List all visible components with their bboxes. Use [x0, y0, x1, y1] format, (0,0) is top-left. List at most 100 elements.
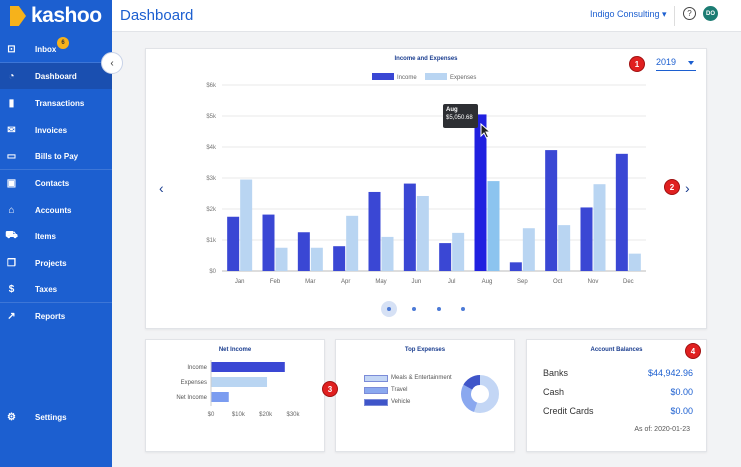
- bar-expenses[interactable]: [211, 377, 268, 387]
- bar-expenses-nov[interactable]: [593, 184, 606, 271]
- sidebar-item-accounts[interactable]: ⌂ Accounts: [0, 197, 112, 223]
- year-select-value: 2019: [656, 57, 677, 67]
- bar-expenses-jun[interactable]: [416, 195, 429, 271]
- x-tick-label: $0: [208, 412, 215, 418]
- bar-expenses-feb[interactable]: [275, 247, 288, 271]
- inbox-count-badge: 6: [57, 37, 69, 49]
- chevron-right-icon: ›: [685, 180, 690, 196]
- balance-amount: $0.00: [670, 406, 693, 416]
- legend-swatch-income: [372, 73, 394, 80]
- sidebar-item-label: Bills to Pay: [35, 151, 79, 161]
- chart-tooltip: Aug $5,050.68: [443, 104, 478, 128]
- chart-prev-button[interactable]: ‹: [159, 180, 164, 196]
- chart-next-button[interactable]: ›: [685, 180, 690, 196]
- x-tick-label: $30k: [286, 412, 300, 418]
- bar-income-nov[interactable]: [580, 207, 593, 271]
- sidebar: kashoo ⊡ Inbox 6 ◔ Dashboard ▮ Transactions ✉ In…: [0, 0, 112, 467]
- sidebar-item-dashboard[interactable]: ◔ Dashboard: [0, 63, 112, 89]
- user-avatar[interactable]: DO: [703, 6, 718, 21]
- bar-expenses-jan[interactable]: [240, 179, 253, 271]
- bar-income-oct[interactable]: [545, 150, 558, 271]
- sidebar-item-contacts[interactable]: ▣ Contacts: [0, 170, 112, 196]
- bar-net-income[interactable]: [211, 392, 229, 402]
- donut-slice-travel[interactable]: [461, 375, 499, 413]
- x-tick-label: Feb: [270, 279, 281, 285]
- bar-income-sep[interactable]: [509, 262, 522, 271]
- x-tick-label: Aug: [482, 279, 493, 285]
- callout-marker-3: 3: [322, 381, 338, 397]
- company-switcher[interactable]: Indigo Consulting ▾: [590, 9, 667, 19]
- sidebar-item-taxes[interactable]: $ Taxes: [0, 276, 112, 302]
- bar-expenses-jul[interactable]: [452, 232, 465, 271]
- sidebar-item-label: Inbox: [35, 44, 57, 54]
- bar-income-apr[interactable]: [333, 246, 346, 271]
- sidebar-item-items[interactable]: ⛟ Items: [0, 223, 112, 249]
- bar-expenses-apr[interactable]: [346, 215, 359, 271]
- sidebar-item-reports[interactable]: ↗ Reports: [0, 303, 112, 329]
- bar-income-aug[interactable]: [474, 114, 487, 271]
- sidebar-item-bills-to-pay[interactable]: ▭ Bills to Pay: [0, 143, 112, 169]
- balance-row-cash[interactable]: Cash $0.00: [543, 387, 693, 397]
- bar-income-mar[interactable]: [297, 232, 310, 271]
- sidebar-item-projects[interactable]: ❐ Projects: [0, 250, 112, 276]
- income-expenses-title: Income and Expenses: [394, 56, 458, 62]
- y-tick-label: $5k: [206, 114, 217, 120]
- donut-slice-vehicle[interactable]: [461, 375, 499, 413]
- bar-expenses-sep[interactable]: [522, 228, 535, 271]
- top-expenses-title: Top Expenses: [404, 347, 446, 353]
- sidebar-item-label: Taxes: [35, 284, 58, 294]
- kashoo-logo[interactable]: kashoo: [10, 4, 102, 27]
- sidebar-item-transactions[interactable]: ▮ Transactions: [0, 90, 112, 116]
- callout-marker-4: 4: [685, 343, 701, 359]
- year-select[interactable]: 2019: [656, 57, 696, 71]
- sidebar-item-label: Contacts: [35, 178, 70, 188]
- legend-swatch: [364, 386, 388, 394]
- sidebar-item-settings[interactable]: ⚙ Settings: [0, 404, 112, 430]
- x-tick-label: $10k: [232, 412, 246, 418]
- balance-label: Credit Cards: [543, 406, 594, 416]
- x-tick-label: Sep: [517, 279, 528, 285]
- bar-expenses-oct[interactable]: [558, 225, 571, 271]
- bar-income[interactable]: [211, 362, 285, 372]
- bar-expenses-aug[interactable]: [487, 181, 500, 271]
- y-tick-label: $6k: [206, 83, 217, 89]
- balance-label: Banks: [543, 368, 569, 378]
- bar-income-dec[interactable]: [615, 153, 628, 271]
- layers-icon: ❐: [7, 257, 16, 269]
- bar-income-jul[interactable]: [439, 243, 452, 271]
- logo-mark-icon: [10, 6, 26, 26]
- balance-label: Cash: [543, 387, 565, 397]
- bar-expenses-may[interactable]: [381, 236, 394, 271]
- sidebar-item-label: Dashboard: [35, 71, 77, 81]
- callout-marker-2: 2: [664, 179, 680, 195]
- bar-income-jan[interactable]: [227, 216, 240, 271]
- sidebar-item-label: Invoices: [35, 125, 68, 135]
- bar-income-may[interactable]: [368, 191, 381, 271]
- balance-row-banks[interactable]: Banks $44,942.96: [543, 368, 693, 378]
- bar-income-feb[interactable]: [262, 214, 275, 271]
- sidebar-item-label: Transactions: [35, 98, 85, 108]
- balance-row-credit-cards[interactable]: Credit Cards $0.00: [543, 406, 693, 416]
- envelope-icon: ✉: [7, 124, 16, 136]
- x-tick-label: May: [375, 279, 386, 285]
- y-tick-label: $2k: [206, 207, 217, 213]
- x-tick-label: Jan: [235, 279, 245, 285]
- sidebar-item-invoices[interactable]: ✉ Invoices: [0, 117, 112, 143]
- dollar-icon: $: [8, 283, 15, 295]
- sidebar-item-inbox[interactable]: ⊡ Inbox 6: [0, 36, 112, 62]
- carousel-dot-3[interactable]: [437, 307, 441, 311]
- income-expenses-card: Income and Expenses 2019 Income Expenses $…: [145, 48, 707, 329]
- bar-income-jun[interactable]: [403, 183, 416, 271]
- help-icon[interactable]: ?: [683, 7, 696, 20]
- carousel-dot-4[interactable]: [461, 307, 465, 311]
- sidebar-item-label: Items: [35, 231, 56, 241]
- carousel-dot-2[interactable]: [412, 307, 416, 311]
- contact-card-icon: ▣: [6, 177, 17, 189]
- net-income-title: Net Income: [218, 347, 252, 353]
- as-of-date: As of: 2020-01-23: [634, 426, 690, 433]
- bar-expenses-dec[interactable]: [628, 253, 641, 271]
- bar-expenses-mar[interactable]: [310, 247, 323, 271]
- y-tick-label: $1k: [206, 238, 217, 244]
- collapse-sidebar-button[interactable]: ‹: [101, 52, 123, 74]
- tooltip-value: $5,050.68: [446, 115, 473, 121]
